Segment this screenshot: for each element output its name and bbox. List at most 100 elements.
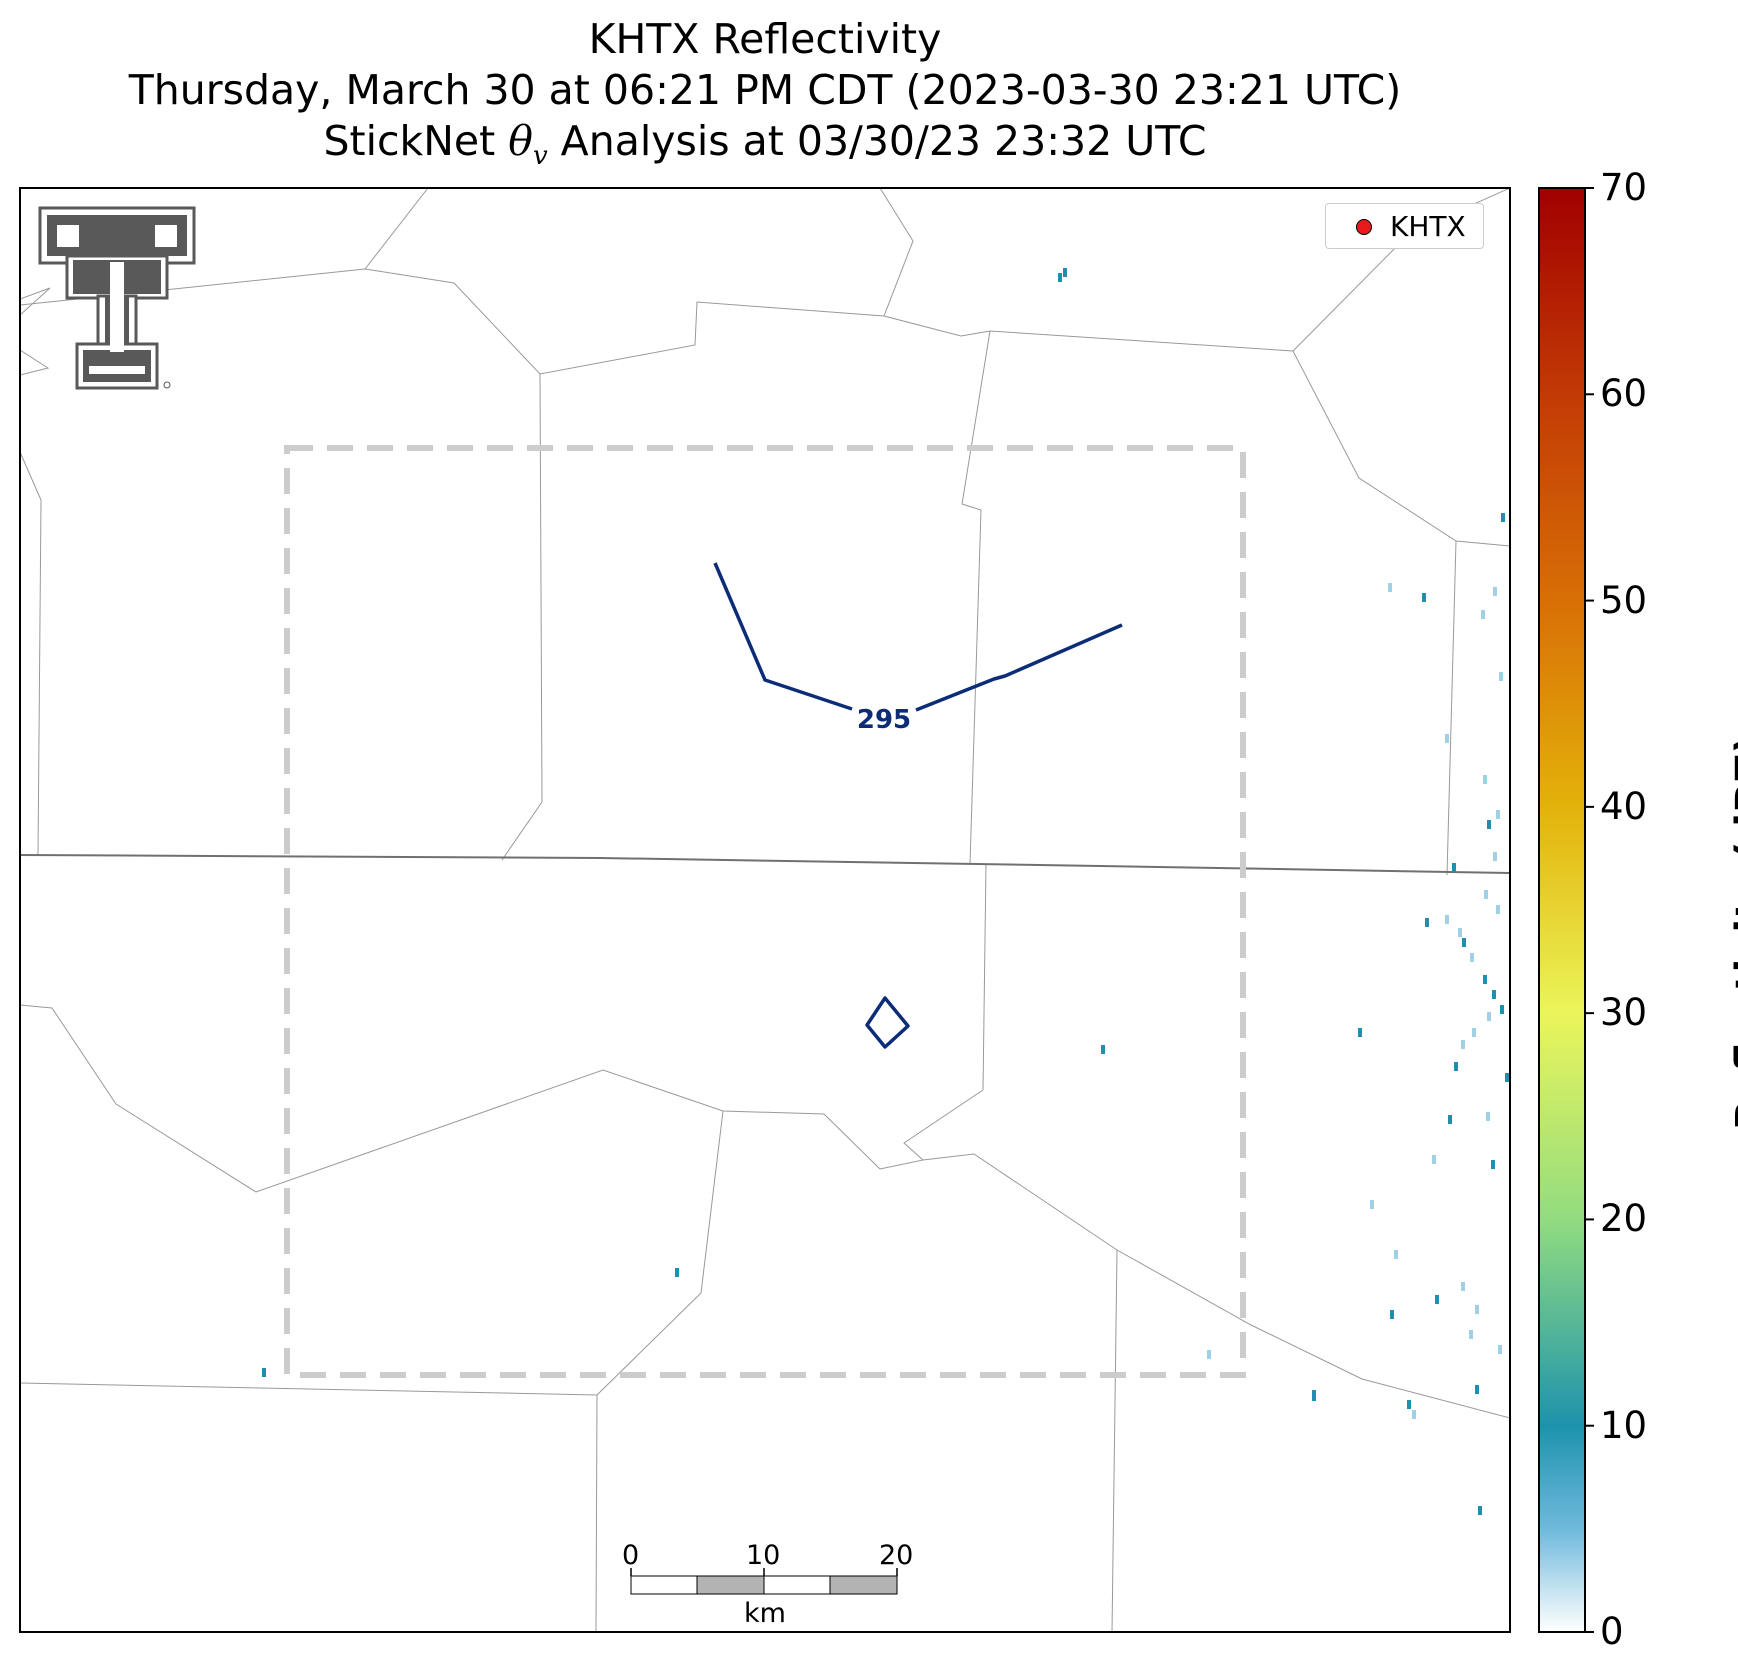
echo-pixel [1481, 610, 1485, 619]
scale-bar [630, 1568, 898, 1595]
echo-pixel [1207, 1350, 1211, 1359]
echo-pixel [1491, 1160, 1495, 1169]
scale-bar-tick-20: 20 [879, 1540, 914, 1571]
echo-pixel [1500, 1005, 1504, 1014]
theta-v-contour-closed [865, 996, 910, 1049]
county-line [20, 451, 42, 856]
map-background [20, 188, 1510, 1632]
echo-pixel [675, 1268, 679, 1277]
echo-pixel [1458, 928, 1462, 937]
echo-pixel [1493, 852, 1497, 861]
echo-pixel [1063, 268, 1067, 277]
county-line [20, 287, 51, 316]
echo-pixel [1505, 1073, 1509, 1082]
echo-pixel [1448, 1115, 1452, 1124]
map-panel: 295 [19, 187, 1511, 1633]
legend: KHTX [1325, 203, 1484, 249]
echo-pixel [1445, 734, 1449, 743]
colorbar-tick-label: 60 [1600, 372, 1648, 416]
contour-label: 295 [857, 705, 911, 735]
echo-pixel [1483, 975, 1487, 984]
echo-pixel [1496, 810, 1500, 819]
echo-pixel [1499, 672, 1503, 681]
scale-bar-tick-10: 10 [746, 1540, 781, 1571]
analysis-domain-box [284, 445, 1246, 1378]
echo-pixel [1435, 1295, 1439, 1304]
state-boundary [20, 854, 1510, 874]
theta-subscript: v [532, 141, 548, 172]
map-frame [19, 187, 1511, 1633]
echo-pixel [1412, 1410, 1416, 1419]
echo-pixel [1394, 1250, 1398, 1259]
county-line [364, 188, 429, 270]
colorbar-gradient [1538, 187, 1586, 1633]
county-line [501, 373, 543, 861]
echo-pixel [1058, 273, 1062, 282]
theta-symbol: θ [508, 117, 533, 165]
echo-pixel [1390, 1310, 1394, 1319]
colorbar-tick-label: 40 [1600, 784, 1648, 828]
echo-pixel [1475, 1305, 1479, 1314]
colorbar-tick-label: 10 [1600, 1403, 1648, 1447]
figure-title: KHTX Reflectivity Thursday, March 30 at … [0, 14, 1530, 182]
echo-pixel [1472, 1028, 1476, 1037]
echo-pixel [1452, 863, 1456, 872]
echo-pixel [1462, 938, 1466, 947]
radar-site-marker-icon [1356, 219, 1372, 235]
county-line [595, 1394, 598, 1632]
colorbar-tick-label: 0 [1600, 1610, 1624, 1653]
title-line-3: StickNet θv Analysis at 03/30/23 23:32 U… [0, 116, 1530, 182]
colorbar-tick-label: 50 [1600, 578, 1648, 622]
theta-v-contour-line [915, 623, 1123, 712]
echo-pixel [1498, 1345, 1502, 1354]
echo-pixel [1101, 1045, 1105, 1054]
echo-pixel [1454, 1062, 1458, 1071]
scale-bar-unit: km [744, 1598, 786, 1629]
echo-pixel [1469, 1330, 1473, 1339]
echo-pixel [262, 1368, 266, 1377]
title-line-3-suffix: Analysis at 03/30/23 23:32 UTC [547, 117, 1207, 165]
legend-label: KHTX [1390, 210, 1466, 243]
echo-pixel [1470, 953, 1474, 962]
colorbar-title: Reflectivity (dBZ) [1728, 735, 1738, 1130]
echo-pixel [1486, 1112, 1490, 1121]
echo-pixel [1422, 593, 1426, 602]
echo-pixel [1461, 1040, 1465, 1049]
echo-pixel [1478, 1506, 1482, 1515]
colorbar-tick-label: 70 [1600, 166, 1648, 209]
echo-pixel [1445, 915, 1449, 924]
county-line [1111, 1249, 1118, 1632]
colorbar [1538, 187, 1594, 1633]
echo-pixel [1425, 918, 1429, 927]
echo-pixel [1487, 820, 1491, 829]
echo-pixel [1484, 890, 1488, 899]
texas-tech-logo [38, 206, 196, 390]
echo-pixel [1312, 1392, 1316, 1401]
county-line [20, 349, 50, 376]
title-line-2: Thursday, March 30 at 06:21 PM CDT (2023… [128, 66, 1402, 114]
county-line [20, 863, 987, 1193]
echo-pixel [1461, 1282, 1465, 1291]
echo-pixel [1493, 587, 1497, 596]
county-line [922, 1153, 1510, 1419]
county-line [20, 1110, 724, 1396]
county-line [879, 188, 914, 317]
scale-bar-tick-0: 0 [622, 1540, 640, 1571]
echo-pixel [1432, 1155, 1436, 1164]
theta-v-contour-line [713, 562, 853, 711]
colorbar-tick-label: 30 [1600, 991, 1648, 1035]
echo-pixel [1370, 1200, 1374, 1209]
title-line-3-prefix: StickNet [323, 117, 509, 165]
colorbar-tick-label: 20 [1600, 1197, 1648, 1241]
echo-pixel [1496, 905, 1500, 914]
echo-pixel [1483, 775, 1487, 784]
echo-pixel [1501, 513, 1505, 522]
colorbar-ticks [1585, 187, 1594, 1633]
echo-pixel [1407, 1400, 1411, 1409]
reflectivity-echoes [262, 268, 1509, 1515]
title-line-1: KHTX Reflectivity [588, 15, 942, 63]
county-line [1446, 540, 1457, 876]
echo-pixel [1492, 990, 1496, 999]
echo-pixel [1475, 1385, 1479, 1394]
echo-pixel [1358, 1028, 1362, 1037]
